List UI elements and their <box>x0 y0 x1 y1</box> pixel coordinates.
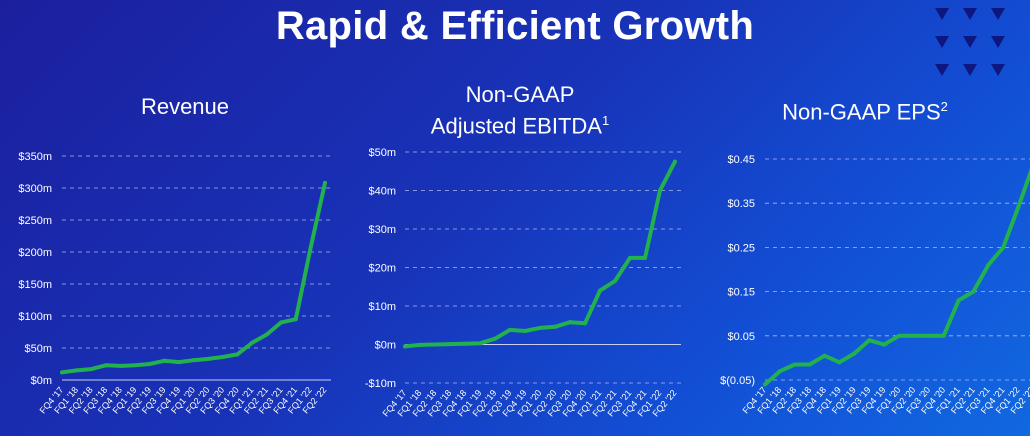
decorative-triangle-pattern-icon <box>935 8 1005 76</box>
eps-data-point <box>807 362 812 367</box>
revenue-y-tick-label: $200m <box>18 247 52 259</box>
ebitda-data-point <box>478 341 482 346</box>
revenue-data-point <box>279 320 284 325</box>
eps-data-point <box>986 263 991 268</box>
eps-y-tick-label: $0.25 <box>727 242 755 254</box>
ebitda-y-tick-label: $50m <box>368 147 396 159</box>
revenue-data-point <box>89 367 94 372</box>
eps-data-point <box>911 333 916 338</box>
revenue-data-point <box>60 370 64 375</box>
ebitda-title-line2: Adjusted EBITDA1 <box>395 108 645 139</box>
ebitda-data-point <box>523 329 527 334</box>
ebitda-data-point <box>583 321 587 326</box>
revenue-y-tick-label: $50m <box>24 343 52 355</box>
ebitda-data-point <box>568 320 572 325</box>
revenue-y-tick-label: $0m <box>31 375 52 387</box>
revenue-data-point <box>264 332 269 337</box>
ebitda-data-point <box>448 342 452 347</box>
revenue-y-tick-label: $150m <box>18 279 52 291</box>
ebitda-data-point <box>658 188 662 193</box>
ebitda-data-point <box>538 325 542 330</box>
revenue-data-point <box>176 360 181 365</box>
eps-data-point <box>882 342 887 347</box>
revenue-title-text: Revenue <box>140 94 230 119</box>
ebitda-data-point <box>433 342 437 347</box>
revenue-data-point <box>293 317 298 322</box>
revenue-data-point <box>118 363 123 368</box>
eps-data-point <box>777 369 782 374</box>
eps-data-point <box>837 360 842 365</box>
ebitda-title-line1: Non-GAAP <box>465 82 575 107</box>
ebitda-data-point <box>598 288 602 293</box>
revenue-data-point <box>206 356 211 361</box>
ebitda-title-line2-text: Adjusted EBITDA <box>430 113 602 139</box>
eps-data-point <box>763 382 767 387</box>
ebitda-y-tick-label: $40m <box>368 186 396 198</box>
ebitda-data-point <box>553 324 557 329</box>
revenue-data-point <box>191 358 196 363</box>
ebitda-data-point <box>613 278 617 283</box>
eps-data-point <box>956 298 961 303</box>
ebitda-y-tick-label: -$10m <box>365 378 396 390</box>
eps-y-tick-label: $0.45 <box>727 154 755 166</box>
eps-data-point <box>941 333 946 338</box>
revenue-y-tick-label: $350m <box>18 151 52 163</box>
eps-y-tick-label: $0.05 <box>727 331 755 343</box>
ebitda-data-point <box>403 344 407 349</box>
revenue-y-tick-label: $300m <box>18 183 52 195</box>
ebitda-data-point <box>628 255 632 260</box>
revenue-data-point <box>235 352 240 357</box>
ebitda-data-point <box>463 341 467 346</box>
ebitda-y-tick-label: $30m <box>368 224 396 236</box>
ebitda-y-tick-label: $10m <box>368 301 396 313</box>
revenue-data-point <box>103 363 108 368</box>
eps-data-point <box>1001 245 1006 250</box>
eps-data-point <box>852 351 857 356</box>
revenue-y-tick-label: $250m <box>18 215 52 227</box>
revenue-data-point <box>133 363 138 368</box>
page-title: Rapid & Efficient Growth <box>275 4 755 48</box>
eps-series-line <box>763 168 1030 387</box>
ebitda-data-point <box>508 327 512 332</box>
revenue-data-point <box>249 340 254 345</box>
revenue-chart-title: Revenue <box>75 94 295 120</box>
eps-data-point <box>926 333 931 338</box>
eps-data-point <box>792 362 797 367</box>
eps-data-point <box>897 333 901 338</box>
revenue-data-point <box>220 354 225 359</box>
eps-title-text: Non-GAAP EPS <box>782 99 941 125</box>
revenue-data-point <box>147 362 152 366</box>
eps-data-point <box>971 289 976 294</box>
eps-data-point <box>822 353 827 358</box>
revenue-data-point <box>323 180 327 185</box>
revenue-data-point <box>162 358 167 363</box>
ebitda-footnote-sup: 1 <box>601 113 610 128</box>
eps-data-point <box>1016 205 1021 210</box>
ebitda-data-point <box>673 159 677 164</box>
ebitda-chart-title: Non-GAAP Adjusted EBITDA1 <box>395 82 645 139</box>
revenue-data-point <box>308 246 313 251</box>
ebitda-data-point <box>643 255 647 260</box>
eps-footnote-sup: 2 <box>940 99 948 114</box>
ebitda-y-tick-label: $20m <box>368 263 396 275</box>
ebitda-data-point <box>418 342 422 347</box>
ebitda-data-point <box>493 336 497 341</box>
eps-chart-title: Non-GAAP EPS2 <box>755 94 975 125</box>
revenue-data-point <box>74 368 79 373</box>
eps-y-tick-label: $(0.05) <box>720 375 755 387</box>
eps-y-tick-label: $0.15 <box>727 287 755 299</box>
revenue-y-tick-label: $100m <box>18 311 52 323</box>
eps-y-tick-label: $0.35 <box>727 198 755 210</box>
ebitda-y-tick-label: $0m <box>375 340 396 352</box>
eps-data-point <box>867 338 872 343</box>
